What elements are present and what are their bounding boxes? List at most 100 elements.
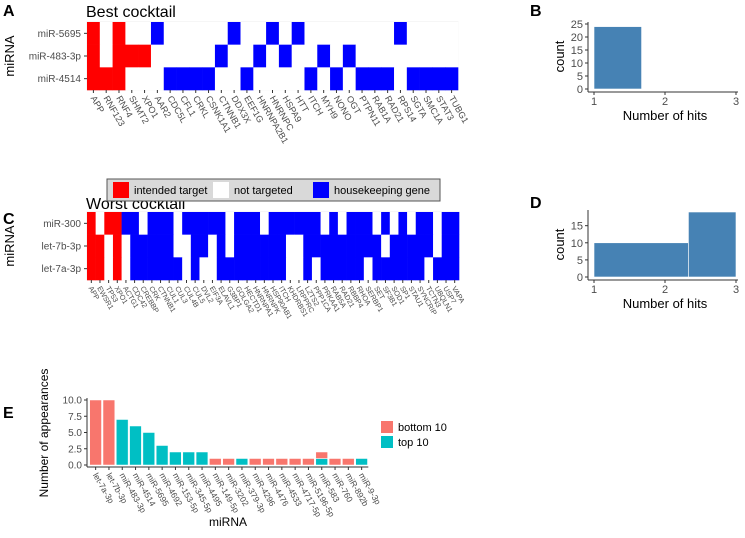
heatmap-cell bbox=[320, 234, 330, 258]
heatmap-cell bbox=[320, 257, 330, 281]
heatmap-cell bbox=[216, 257, 226, 281]
heatmap-cell bbox=[260, 257, 269, 281]
heatmap-cell bbox=[337, 257, 347, 281]
heatmap-cell bbox=[407, 257, 417, 281]
heatmap-cell bbox=[173, 257, 183, 281]
heatmap-cell bbox=[372, 234, 382, 258]
heatmap-cell bbox=[368, 44, 382, 68]
heatmap-cell bbox=[227, 67, 241, 91]
heatmap-cell bbox=[260, 234, 269, 258]
heatmap-cell bbox=[346, 257, 356, 281]
y-tick-label: 10.0 bbox=[63, 396, 83, 407]
heatmap-cell bbox=[303, 212, 313, 235]
heatmap-cell bbox=[87, 257, 96, 281]
bar-bottom-10 bbox=[209, 458, 222, 466]
heatmap-cell bbox=[202, 67, 216, 91]
y-tick-label: 15 bbox=[571, 221, 583, 233]
legend-label-not-targeted: not targeted bbox=[234, 185, 293, 197]
bar-top-10 bbox=[155, 445, 169, 466]
legend-swatch-not-targeted bbox=[213, 182, 229, 198]
heatmap-cell bbox=[450, 234, 460, 258]
heatmap-cell bbox=[189, 44, 203, 68]
heatmap-cell bbox=[419, 22, 433, 45]
heatmap-cell bbox=[138, 234, 148, 258]
heatmap-cell bbox=[104, 234, 114, 258]
row-label: miR-5695 bbox=[38, 29, 82, 40]
heatmap-cell bbox=[381, 234, 391, 258]
heatmap-cell bbox=[163, 22, 177, 45]
heatmap-cell bbox=[87, 44, 101, 68]
heatmap-cell bbox=[130, 234, 140, 258]
heatmap-cell bbox=[268, 257, 278, 281]
heatmap-cell bbox=[398, 234, 408, 258]
bar-bottom-10 bbox=[249, 458, 262, 466]
bar-bottom-10 bbox=[275, 458, 288, 466]
heatmap-cell bbox=[419, 44, 433, 68]
y-axis-title: count bbox=[552, 40, 567, 72]
heatmap-cell bbox=[406, 44, 420, 68]
heatmap-cell bbox=[394, 44, 408, 68]
heatmap-cell bbox=[199, 234, 209, 258]
panel-letter-b: B bbox=[530, 3, 542, 20]
legend-label: top 10 bbox=[398, 437, 429, 449]
heatmap-cell bbox=[317, 67, 331, 91]
heatmap-cell bbox=[234, 234, 244, 258]
heatmap-cell bbox=[441, 212, 451, 235]
heatmap-cell bbox=[337, 234, 347, 258]
heatmap-cell bbox=[121, 212, 131, 235]
x-tick-label: 3 bbox=[733, 96, 739, 108]
heatmap-cell bbox=[329, 212, 339, 235]
heatmap-cell bbox=[225, 257, 235, 281]
heatmap-cell bbox=[389, 234, 399, 258]
y-tick-label: 7.5 bbox=[68, 412, 82, 423]
heatmap-cell bbox=[398, 257, 408, 281]
heatmap-cell bbox=[372, 257, 382, 281]
heatmap-cell bbox=[329, 257, 339, 281]
heatmap-cell bbox=[99, 22, 113, 45]
heatmap-cell bbox=[406, 22, 420, 45]
heatmap-cell bbox=[291, 22, 305, 45]
heatmap-cell bbox=[424, 257, 434, 281]
heatmap-cell bbox=[355, 67, 369, 91]
heatmap-cell bbox=[189, 67, 203, 91]
heatmap-cell bbox=[441, 257, 451, 281]
heatmap-cell bbox=[234, 212, 244, 235]
heatmap-cell bbox=[415, 212, 425, 235]
heatmap-cell bbox=[163, 67, 177, 91]
heatmap-cell bbox=[87, 67, 101, 91]
y-axis-title: miRNA bbox=[2, 35, 17, 76]
heatmap-cell bbox=[389, 257, 399, 281]
heatmap-cell bbox=[433, 257, 442, 281]
heatmap-cell bbox=[304, 67, 318, 91]
y-tick-label: 2.5 bbox=[68, 444, 82, 455]
heatmap-cell bbox=[163, 44, 177, 68]
heatmap-cell bbox=[311, 212, 321, 235]
heatmap-cell bbox=[268, 212, 278, 235]
y-axis-title: Number of appearances bbox=[37, 369, 51, 498]
x-axis-title: Number of hits bbox=[623, 108, 708, 123]
x-tick-label: 3 bbox=[733, 284, 739, 296]
heatmap-cell bbox=[182, 234, 192, 258]
heatmap-cell bbox=[445, 67, 459, 91]
heatmap-cell bbox=[112, 22, 126, 45]
heatmap-cell bbox=[277, 257, 287, 281]
heatmap-cell bbox=[355, 234, 365, 258]
heatmap-cell bbox=[398, 212, 408, 235]
heatmap-cell bbox=[294, 234, 304, 258]
heatmap-cell bbox=[291, 67, 305, 91]
heatmap-cell bbox=[125, 22, 139, 45]
heatmap-cell bbox=[260, 212, 269, 235]
heatmap-cell bbox=[150, 44, 165, 68]
heatmap-cell bbox=[381, 67, 395, 91]
heatmap-cell bbox=[266, 22, 280, 45]
y-tick-label: 5.0 bbox=[68, 428, 82, 439]
heatmap-cell bbox=[406, 67, 420, 91]
heatmap-cell bbox=[104, 212, 114, 235]
heatmap-cell bbox=[242, 257, 252, 281]
legend-box bbox=[106, 178, 441, 202]
panel-letter-a: A bbox=[3, 3, 15, 20]
y-tick-label: 0.0 bbox=[68, 461, 82, 472]
heatmap-cell bbox=[320, 212, 330, 235]
heatmap-cell bbox=[202, 22, 216, 45]
